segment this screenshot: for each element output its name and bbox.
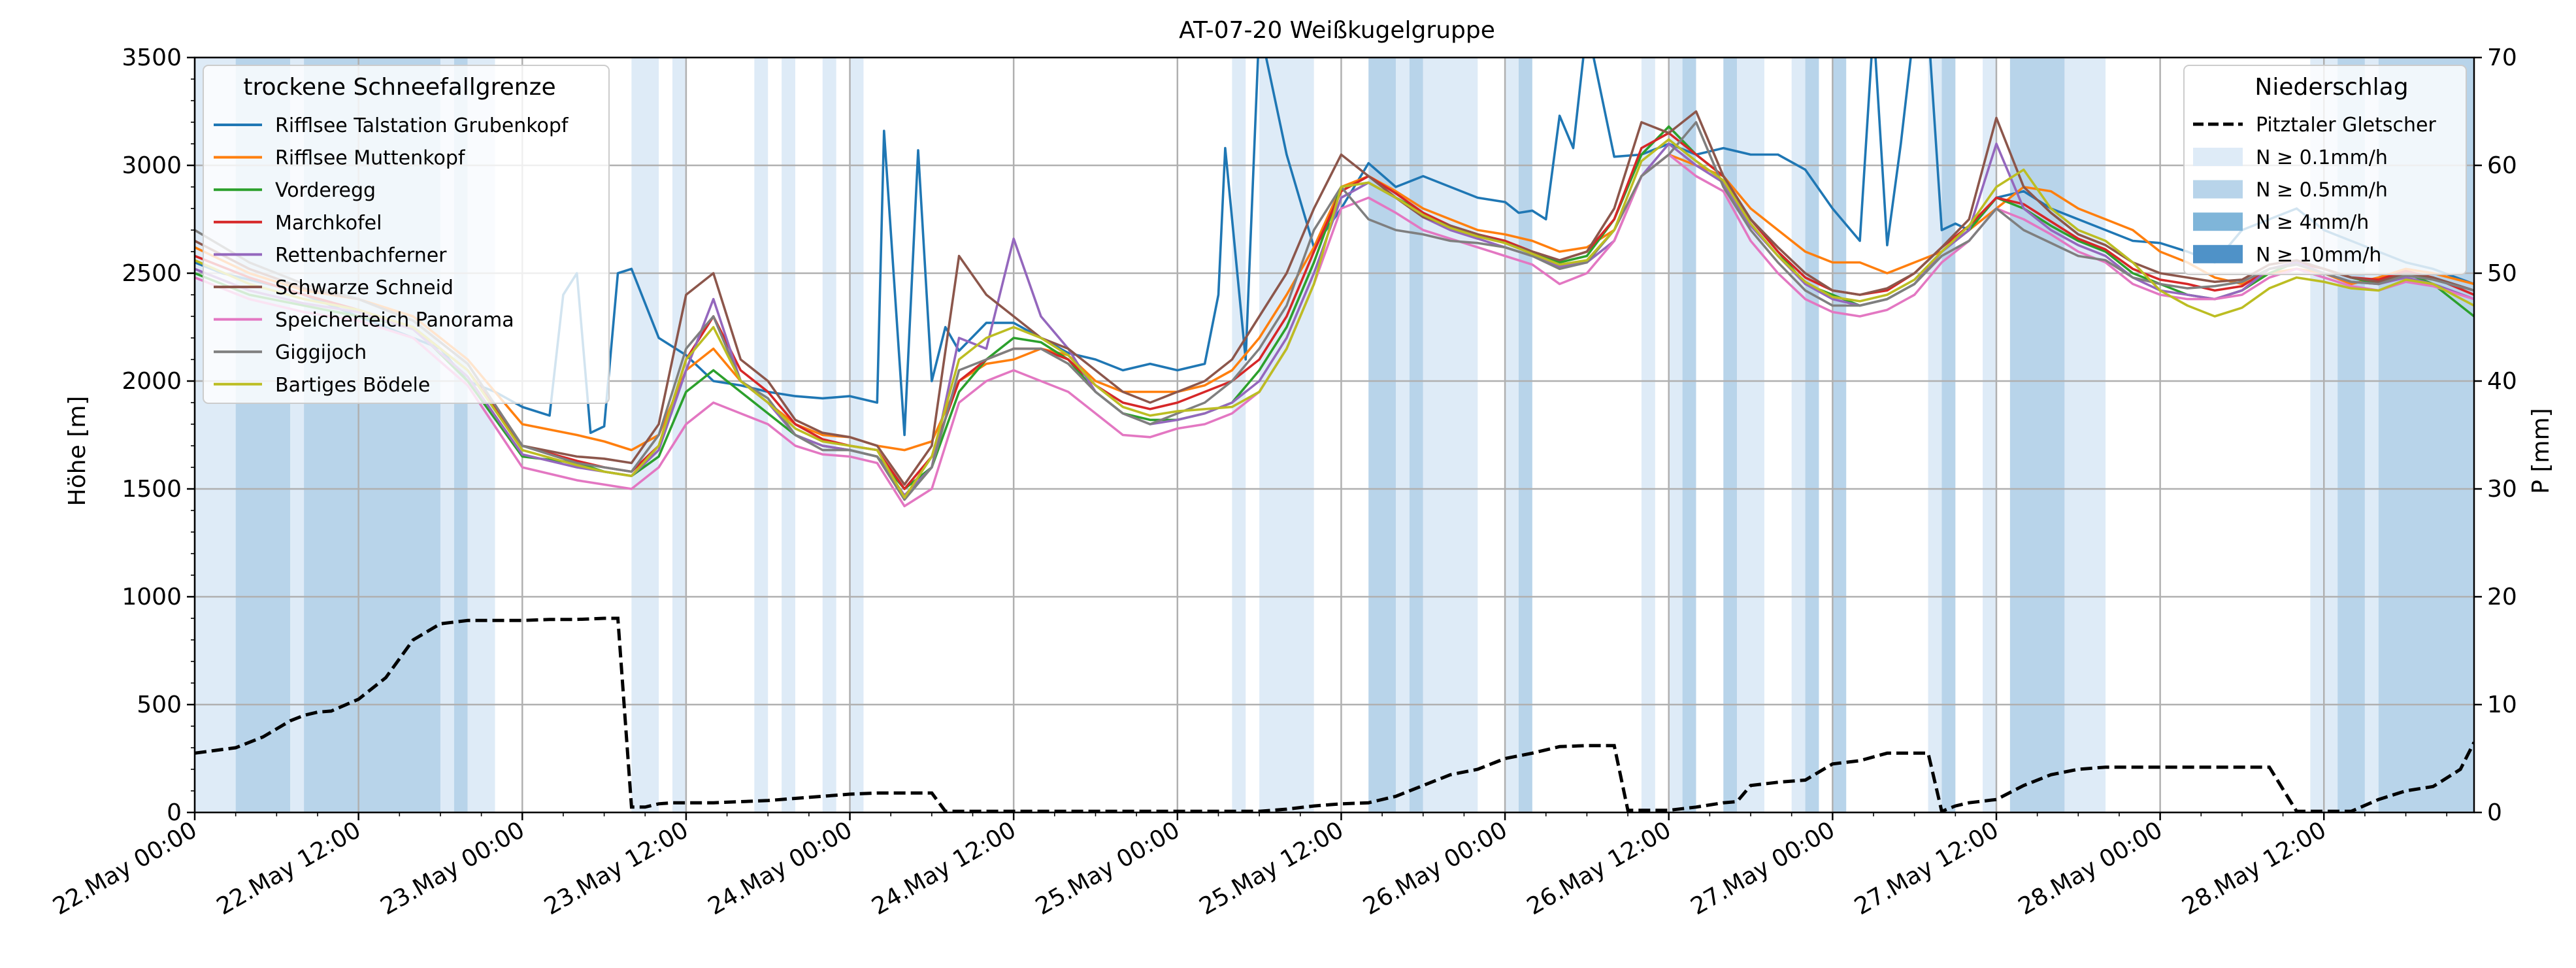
legend-swatch [2193,244,2243,263]
precip-band [1505,58,1519,812]
precip-band [1791,58,1806,812]
y-tick-label: 500 [137,692,182,718]
legend-box [203,65,610,404]
precip-band [1368,58,1396,812]
legend-entry: N ≥ 0.1mm/h [2256,146,2388,169]
x-tick-label: 22.May 00:00 [48,816,201,920]
x-tick-label: 25.May 12:00 [1195,816,1348,920]
x-tick-label: 27.May 00:00 [1687,816,1840,920]
legend-entry: N ≥ 4mm/h [2256,211,2369,234]
legend-entry: Pitztaler Gletscher [2256,114,2436,137]
legend-entry: Speicherteich Panorama [275,309,514,332]
legend-snowline: trockene Schneefallgrenze Rifflsee Talsta… [203,65,610,404]
precip-band [1723,58,1738,812]
precip-band [2064,58,2106,812]
y2-tick-label: 60 [2487,152,2517,179]
precip-band [754,58,768,812]
legend-swatch [2193,212,2243,231]
precip-band [1518,58,1532,812]
series-line [195,110,2474,486]
y2-tick-label: 70 [2487,44,2517,71]
x-tick-label: 28.May 12:00 [2177,816,2330,920]
x-tick-label: 25.May 00:00 [1031,816,1184,920]
chart-title: AT-07-20 Weißkugelgruppe [1179,17,1495,44]
precip-band [850,58,864,812]
y2-tick-label: 30 [2487,476,2517,503]
y2-axis-label: P [mm] [2528,408,2554,493]
legend-box [2183,65,2467,275]
legend-entry: Vorderegg [275,179,376,202]
precip-band [2009,58,2065,812]
series-line [195,153,2474,508]
plot-frame [193,56,2475,814]
x-tick-label: 23.May 12:00 [540,816,693,920]
precip-band [1423,58,1478,812]
legend-title: trockene Schneefallgrenze [243,74,555,101]
legend-entry: Giggijoch [275,341,367,364]
precip-band [1805,58,1819,812]
precip-band [1259,58,1314,812]
y2-tick-label: 40 [2487,368,2517,395]
precip-band [1232,58,1246,812]
series-line [195,153,2474,452]
legend-entry: N ≥ 10mm/h [2256,244,2381,267]
y2-tick-label: 20 [2487,584,2517,610]
legend-precipitation: Niederschlag Pitztaler Gletscher N ≥ 0.1mm… [2183,65,2467,275]
y-tick-label: 3500 [122,44,182,71]
legend-entry: Rifflsee Muttenkopf [275,147,466,170]
x-tick-label: 28.May 00:00 [2014,816,2167,920]
x-tick-label: 23.May 00:00 [376,816,529,920]
y2-tick-label: 10 [2487,692,2517,718]
legend-swatch [2193,180,2243,199]
x-tick-label: 26.May 00:00 [1359,816,1511,920]
y-tick-label: 1000 [122,584,182,610]
legend-entry: Rifflsee Talstation Grubenkopf [275,114,569,137]
precip-band [1409,58,1423,812]
precip-line-layer [195,616,2474,812]
precip-band [1682,58,1696,812]
y-tick-label: 2500 [122,260,182,287]
legend-swatch [2193,148,2243,166]
precip-band [1395,58,1410,812]
series-line [195,138,2474,499]
y-tick-label: 3000 [122,152,182,179]
precip-band [1832,58,1847,812]
y-tick-label: 2000 [122,368,182,395]
x-tick-label: 22.May 12:00 [212,816,365,920]
x-tick-label: 24.May 00:00 [704,816,857,920]
x-tick-label: 27.May 12:00 [1850,816,2003,920]
y-tick-label: 0 [167,799,182,826]
series-lines [195,58,2474,508]
precip-band [1941,58,1956,812]
y-axis-label: Höhe [m] [64,396,91,507]
precip-band [631,58,659,812]
precip-band [1737,58,1764,812]
legend-entry: N ≥ 0.5mm/h [2256,179,2388,202]
legend-title: Niederschlag [2254,74,2408,101]
legend-entry: Bartiges Bödele [275,374,430,397]
y-tick-label: 1500 [122,476,182,503]
x-tick-label: 24.May 12:00 [867,816,1020,920]
y2-tick-label: 0 [2487,799,2502,826]
precip-band [1928,58,1942,812]
series-line [195,121,2474,501]
precip-line [195,616,2474,812]
precip-band [1641,58,1655,812]
precip-band [1983,58,1996,812]
x-tick-label: 26.May 12:00 [1523,816,1676,920]
y2-tick-label: 50 [2487,260,2517,287]
legend-entry: Marchkofel [275,212,382,235]
legend-entry: Rettenbachferner [275,244,447,267]
legend-entry: Schwarze Schneid [275,276,454,299]
precip-band [782,58,795,812]
precip-band [1668,58,1683,812]
